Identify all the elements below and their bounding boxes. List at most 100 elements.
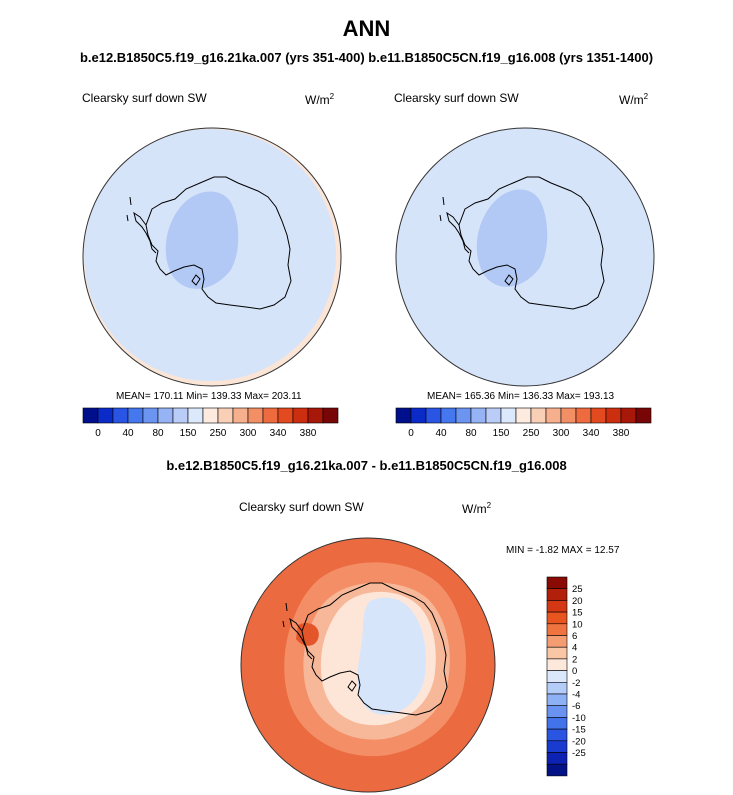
- difference-title: b.e12.B1850C5.f19_g16.21ka.007 - b.e11.B…: [166, 458, 567, 473]
- panel1-colorbar-swatch: [262, 407, 279, 424]
- diff-legend-label: -10: [572, 713, 586, 724]
- diff-legend-swatch: [546, 588, 568, 601]
- panel1-colorbar-swatch: [187, 407, 204, 424]
- panel1-colorbar-swatch: [202, 407, 219, 424]
- page-title: ANN: [342, 16, 391, 41]
- diff-legend-label: 4: [572, 643, 577, 654]
- panel2-colorbar-tick-label: 40: [435, 428, 447, 439]
- diff-legend-label: -15: [572, 725, 586, 736]
- panel1-stats: MEAN= 170.11 Min= 139.33 Max= 203.11: [116, 391, 302, 402]
- diff-legend-swatch: [546, 693, 568, 706]
- panel1-colorbar-swatch: [247, 407, 264, 424]
- panel2-colorbar: 0 40 80 150 250 300 340 380: [395, 407, 652, 439]
- panel1-units: W/m2: [305, 92, 335, 107]
- diff-legend-swatch: [546, 576, 568, 589]
- diff-legend-swatch: [546, 670, 568, 683]
- panel1-colorbar-swatch: [322, 407, 339, 424]
- panel2-colorbar-swatch: [455, 407, 472, 424]
- diff-legend-label: -20: [572, 736, 586, 747]
- diff-stats: MIN = -1.82 MAX = 12.57: [506, 545, 620, 556]
- diff-legend-swatch: [546, 728, 568, 742]
- panel2-colorbar-swatch: [425, 407, 442, 424]
- diff-legend-label: 2: [572, 654, 577, 665]
- diff-legend-label: 6: [572, 631, 577, 642]
- diff-islands: [282, 602, 288, 628]
- panel2-colorbar-swatch: [395, 407, 412, 424]
- panel2-colorbar-swatch: [635, 407, 652, 424]
- diff-legend-swatch: [546, 740, 568, 753]
- panel2-colorbar-swatch: [620, 407, 637, 424]
- diff-legend-label: -4: [572, 690, 580, 701]
- panel2-colorbar-swatch: [545, 407, 562, 424]
- panel1-colorbar-swatch: [277, 407, 294, 424]
- panel2-colorbar-swatch: [485, 407, 502, 424]
- panel2-colorbar-swatch: [605, 407, 622, 424]
- panel2-colorbar-tick-label: 380: [613, 428, 630, 439]
- panel1-colorbar-swatch: [127, 407, 144, 424]
- panel1-colorbar-swatch: [82, 407, 99, 424]
- panel2-colorbar-swatch: [560, 407, 577, 424]
- panel1-colorbar: 0 40 80 150 250 300 340 380: [82, 407, 339, 439]
- diff-legend-swatch: [546, 646, 568, 660]
- panel2-map-border: [395, 127, 655, 387]
- panel1-colorbar-tick-label: 150: [180, 428, 197, 439]
- panel1-polar-map: [82, 127, 342, 387]
- diff-legend-label: 15: [572, 608, 583, 619]
- panel2-colorbar-swatch: [470, 407, 487, 424]
- panel2-variable-label: Clearsky surf down SW: [394, 91, 519, 105]
- panel1-colorbar-swatch: [292, 407, 309, 424]
- panel1-colorbar-tick-label: 300: [240, 428, 257, 439]
- diff-legend-swatch: [546, 635, 568, 648]
- diff-legend-label: 10: [572, 619, 583, 630]
- panel2-colorbar-tick-label: 150: [493, 428, 510, 439]
- panel1-islands: [126, 196, 132, 222]
- panel1-colorbar-tick-label: 80: [152, 428, 164, 439]
- diff-antarctica-coastline: [289, 582, 448, 716]
- panel1-colorbar-swatch: [232, 407, 249, 424]
- diff-legend-swatch: [546, 717, 568, 730]
- panel2-colorbar-tick-label: 0: [408, 428, 414, 439]
- panel2-colorbar-tick-label: 250: [523, 428, 540, 439]
- panel1-colorbar-tick-label: 250: [210, 428, 227, 439]
- panel1-colorbar-swatch: [112, 407, 129, 424]
- panel2-low-value-region: [476, 189, 548, 287]
- panel1-colorbar-swatch: [157, 407, 174, 424]
- diff-hotspot: [296, 622, 319, 646]
- panel1-map-border: [82, 127, 342, 387]
- panel2-stats: MEAN= 165.36 Min= 136.33 Max= 193.13: [427, 391, 615, 402]
- diff-legend-swatch: [546, 611, 568, 625]
- panel1-colorbar-swatch: [307, 407, 324, 424]
- diff-legend-swatch: [546, 763, 568, 777]
- panel2-colorbar-swatch: [590, 407, 607, 424]
- panel2-colorbar-swatch: [575, 407, 592, 424]
- diff-legend-swatch: [546, 658, 568, 671]
- panel1-colorbar-swatch: [217, 407, 234, 424]
- panel1-colorbar-tick-label: 380: [300, 428, 317, 439]
- diff-legend-label: -2: [572, 678, 580, 689]
- panel1-low-value-region: [165, 191, 239, 289]
- panel1-colorbar-tick-label: 0: [95, 428, 101, 439]
- panel1-colorbar-swatch: [142, 407, 159, 424]
- panel2-colorbar-swatch: [410, 407, 427, 424]
- diff-legend-swatch: [546, 752, 568, 765]
- diff-units: W/m2: [462, 501, 492, 516]
- case-subtitle: b.e12.B1850C5.f19_g16.21ka.007 (yrs 351-…: [79, 50, 654, 65]
- panel2-islands: [439, 196, 445, 222]
- diff-legend-swatch: [546, 705, 568, 718]
- diff-legend-label: 20: [572, 596, 583, 607]
- diff-legend-label: 0: [572, 666, 577, 677]
- panel1-colorbar-swatch: [97, 407, 114, 424]
- panel2-antarctica-coastline: [446, 176, 605, 310]
- panel2-colorbar-tick-label: 80: [465, 428, 477, 439]
- panel1-colorbar-swatch: [172, 407, 189, 424]
- panel2-colorbar-tick-label: 340: [583, 428, 600, 439]
- panel2-polar-map: [395, 127, 655, 387]
- panel2-colorbar-swatch: [500, 407, 517, 424]
- diff-legend-label: -6: [572, 701, 580, 712]
- panel2-colorbar-swatch: [515, 407, 532, 424]
- diff-legend-swatch: [546, 600, 568, 613]
- panel2-colorbar-tick-label: 300: [553, 428, 570, 439]
- panel1-variable-label: Clearsky surf down SW: [82, 91, 207, 105]
- diff-variable-label: Clearsky surf down SW: [239, 500, 364, 514]
